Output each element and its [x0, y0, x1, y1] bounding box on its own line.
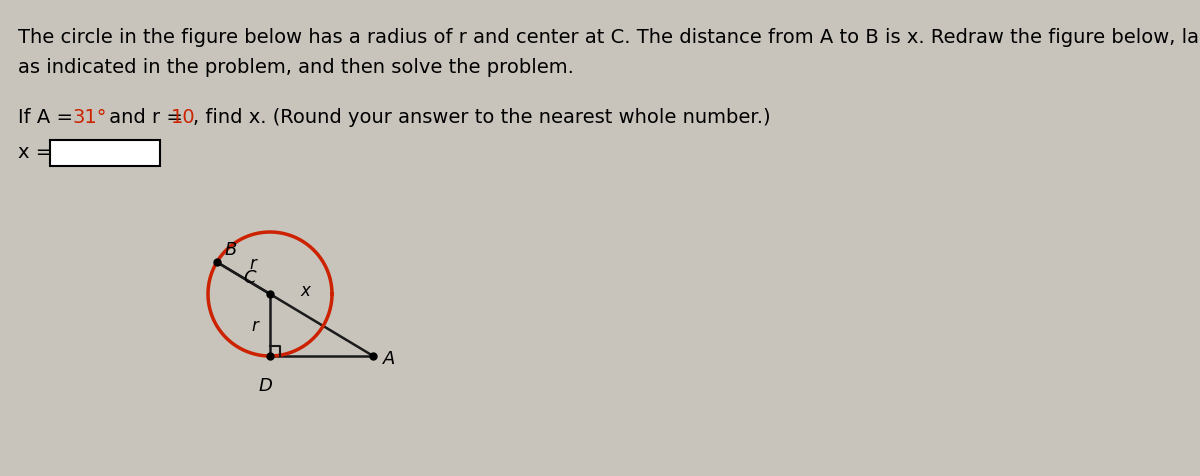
Text: B: B [224, 240, 238, 258]
Text: x =: x = [18, 143, 53, 162]
Text: r: r [251, 317, 258, 334]
Text: as indicated in the problem, and then solve the problem.: as indicated in the problem, and then so… [18, 58, 574, 77]
Text: 10: 10 [172, 108, 196, 127]
Text: and r =: and r = [103, 108, 190, 127]
Text: C: C [244, 268, 256, 287]
Text: A: A [383, 349, 396, 367]
Text: D: D [258, 376, 272, 394]
Text: r: r [250, 255, 257, 272]
Bar [50, 141, 160, 167]
Text: The circle in the figure below has a radius of r and center at C. The distance f: The circle in the figure below has a rad… [18, 28, 1200, 47]
Text: x: x [300, 281, 310, 299]
Text: 31°: 31° [73, 108, 108, 127]
Text: If A =: If A = [18, 108, 79, 127]
Text: , find x. (Round your answer to the nearest whole number.): , find x. (Round your answer to the near… [193, 108, 770, 127]
